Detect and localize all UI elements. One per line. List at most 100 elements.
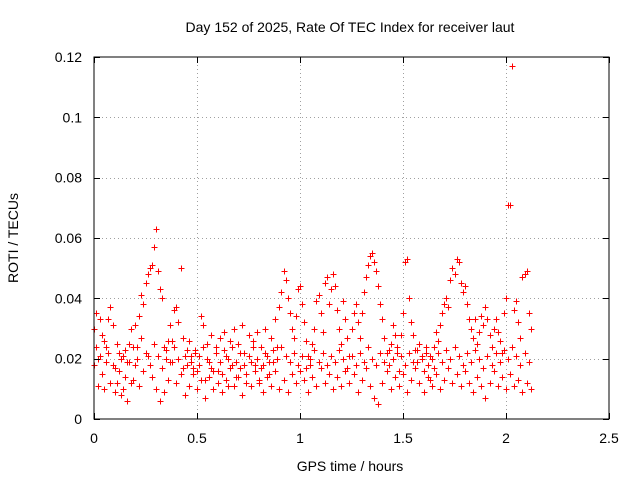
data-point — [291, 335, 298, 342]
data-points — [91, 63, 535, 408]
data-point — [301, 319, 308, 326]
data-point — [367, 383, 374, 390]
data-point — [501, 310, 508, 317]
axis-ticks — [94, 57, 610, 420]
data-point — [136, 383, 143, 390]
data-point — [460, 362, 467, 369]
data-point — [355, 319, 362, 326]
data-point — [344, 365, 351, 372]
data-point — [281, 268, 288, 275]
data-point — [311, 347, 318, 354]
data-point — [225, 383, 232, 390]
data-point — [122, 347, 129, 354]
data-point — [243, 380, 250, 387]
data-point — [231, 326, 238, 333]
y-tick-label: 0 — [74, 411, 82, 427]
data-point — [336, 326, 343, 333]
data-point — [433, 371, 440, 378]
data-point — [289, 326, 296, 333]
data-point — [394, 344, 401, 351]
data-point — [400, 371, 407, 378]
data-point — [95, 383, 102, 390]
data-point — [204, 341, 211, 348]
data-point — [419, 356, 426, 363]
data-point — [338, 383, 345, 390]
data-point — [289, 371, 296, 378]
data-point — [237, 365, 244, 372]
data-point — [328, 286, 335, 293]
data-point — [157, 398, 164, 405]
data-point — [140, 301, 147, 308]
y-tick-label: 0.08 — [55, 170, 82, 186]
data-point — [258, 365, 265, 372]
data-point — [318, 310, 325, 317]
data-point — [361, 359, 368, 366]
data-point — [227, 338, 234, 345]
data-point — [221, 347, 228, 354]
data-point — [511, 307, 518, 314]
data-point — [505, 356, 512, 363]
x-tick-label: 1 — [296, 430, 304, 446]
data-point — [435, 338, 442, 345]
data-point — [107, 380, 114, 387]
data-point — [293, 380, 300, 387]
y-tick-label: 0.02 — [55, 351, 82, 367]
data-point — [462, 283, 469, 290]
data-point — [522, 350, 529, 357]
data-point — [145, 271, 152, 278]
x-tick-label: 2 — [502, 430, 510, 446]
data-point — [332, 359, 339, 366]
data-point — [303, 338, 310, 345]
data-point — [456, 259, 463, 266]
data-point — [412, 365, 419, 372]
data-point — [208, 365, 215, 372]
data-point — [147, 362, 154, 369]
data-point — [371, 259, 378, 266]
data-point — [182, 353, 189, 360]
data-point — [219, 371, 226, 378]
data-point — [188, 353, 195, 360]
data-point — [103, 359, 110, 366]
data-point — [151, 244, 158, 251]
data-point — [379, 380, 386, 387]
data-point — [136, 313, 143, 320]
data-point — [246, 353, 253, 360]
data-point — [192, 350, 199, 357]
data-point — [186, 383, 193, 390]
data-point — [262, 326, 269, 333]
data-point — [365, 262, 372, 269]
data-point — [246, 332, 253, 339]
data-point — [235, 374, 242, 381]
data-point — [460, 289, 467, 296]
data-point — [155, 353, 162, 360]
data-point — [513, 298, 520, 305]
data-point — [487, 332, 494, 339]
x-tick-labels: 0 0.5 1 1.5 2 2.5 — [90, 430, 619, 446]
data-point — [320, 329, 327, 336]
data-point — [143, 350, 150, 357]
data-point — [421, 389, 428, 396]
data-point — [503, 295, 510, 302]
data-point — [519, 274, 526, 281]
data-point — [313, 298, 320, 305]
data-point — [229, 344, 236, 351]
data-point — [313, 383, 320, 390]
data-point — [297, 283, 304, 290]
data-point — [357, 335, 364, 342]
data-point — [501, 347, 508, 354]
data-point — [311, 326, 318, 333]
data-point — [429, 383, 436, 390]
data-point — [526, 359, 533, 366]
data-point — [250, 344, 257, 351]
data-point — [175, 356, 182, 363]
data-point — [200, 322, 207, 329]
data-point — [248, 383, 255, 390]
x-axis-label: GPS time / hours — [297, 458, 404, 474]
data-point — [328, 353, 335, 360]
data-point — [250, 338, 257, 345]
data-point — [200, 344, 207, 351]
data-point — [402, 362, 409, 369]
data-point — [320, 350, 327, 357]
data-point — [472, 316, 479, 323]
data-point — [157, 286, 164, 293]
